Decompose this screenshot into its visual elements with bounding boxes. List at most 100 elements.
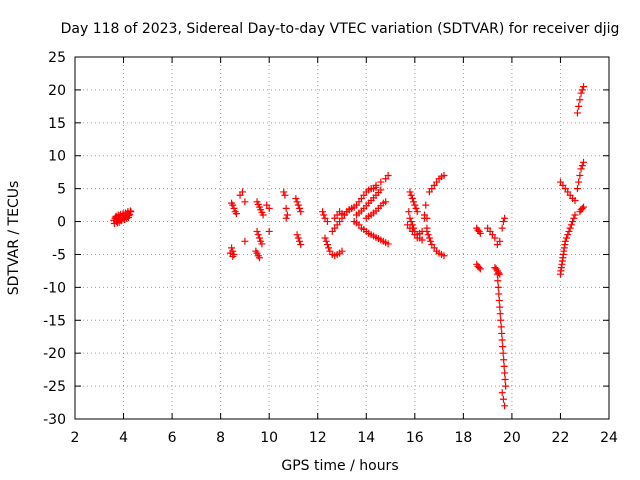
x-axis-label: GPS time / hours: [281, 458, 398, 474]
data-point: [424, 231, 432, 239]
data-point: [561, 237, 569, 245]
data-point: [476, 265, 484, 273]
data-point: [497, 316, 505, 324]
data-point: [238, 188, 246, 196]
data-point: [425, 234, 433, 242]
data-point: [564, 231, 572, 239]
x-tick-label: 10: [260, 430, 278, 446]
data-point: [418, 236, 426, 244]
data-point: [499, 349, 507, 357]
x-tick-label: 20: [503, 430, 521, 446]
data-point: [323, 218, 331, 226]
data-point: [577, 89, 585, 97]
x-tick-label: 18: [454, 430, 472, 446]
data-point: [576, 96, 584, 104]
data-point: [126, 207, 134, 215]
data-point: [255, 254, 263, 262]
data-point: [338, 247, 346, 255]
data-point: [412, 204, 420, 212]
data-point: [476, 229, 484, 237]
data-point: [319, 208, 327, 216]
x-axis-ticks: 2 4 6 8 10 12 14 16 18 20 22 24: [71, 57, 618, 446]
data-point: [229, 252, 237, 260]
data-point: [297, 241, 305, 249]
data-point: [320, 211, 328, 219]
data-point: [413, 234, 421, 242]
data-point: [293, 231, 301, 239]
data-point: [569, 218, 577, 226]
data-point: [500, 356, 508, 364]
data-point: [321, 234, 329, 242]
data-point: [493, 270, 501, 278]
x-tick-label: 16: [406, 430, 424, 446]
data-point: [497, 323, 505, 331]
data-point: [281, 191, 289, 199]
data-point: [113, 219, 121, 227]
data-point: [500, 362, 508, 370]
data-point: [475, 264, 483, 272]
data-point: [292, 195, 300, 203]
data-point: [377, 186, 385, 194]
data-point: [580, 158, 588, 166]
data-point: [405, 208, 413, 216]
data-point: [254, 231, 262, 239]
data-point: [265, 227, 273, 235]
y-tick-label: -30: [43, 412, 66, 428]
data-point: [410, 198, 418, 206]
data-point: [580, 203, 588, 211]
data-point: [440, 252, 448, 260]
data-point: [501, 376, 509, 384]
data-point: [294, 201, 302, 209]
data-point: [565, 227, 573, 235]
data-point: [294, 234, 302, 242]
data-point: [495, 269, 503, 277]
data-point: [499, 218, 507, 226]
data-point: [377, 178, 385, 186]
y-tick-label: 10: [48, 149, 66, 165]
data-point: [573, 109, 581, 117]
x-tick-label: 2: [71, 430, 80, 446]
plot-frame: [74, 56, 610, 420]
data-point: [501, 214, 509, 222]
x-tick-label: 8: [216, 430, 225, 446]
data-point: [282, 214, 290, 222]
data-point: [384, 240, 392, 248]
data-point: [423, 214, 431, 222]
data-point: [232, 210, 240, 218]
data-point: [229, 201, 237, 209]
y-tick-label: -20: [43, 346, 66, 362]
data-point: [282, 204, 290, 212]
data-point: [293, 198, 301, 206]
y-tick-label: 25: [48, 50, 66, 66]
data-point: [501, 369, 509, 377]
data-point: [496, 303, 504, 311]
data-point: [372, 181, 380, 189]
x-tick-label: 4: [119, 430, 128, 446]
y-tick-label: -10: [43, 280, 66, 296]
y-axis-ticks: 25 20 15 10 5 0 -5 -10 -15 -20 -25 -30: [43, 50, 609, 428]
data-point: [422, 201, 430, 209]
data-point: [413, 208, 421, 216]
data-point: [296, 237, 304, 245]
data-point: [498, 224, 506, 232]
data-point: [575, 178, 583, 186]
data-point: [280, 188, 288, 196]
y-tick-label: -5: [52, 247, 66, 263]
data-point: [496, 310, 504, 318]
data-point: [265, 204, 273, 212]
data-point: [580, 83, 588, 91]
data-point: [571, 211, 579, 219]
y-tick-label: 0: [57, 215, 66, 231]
data-point: [406, 188, 414, 196]
data-point: [258, 240, 266, 248]
data-point: [259, 211, 267, 219]
data-point: [283, 211, 291, 219]
data-point: [296, 204, 304, 212]
x-tick-label: 12: [309, 430, 327, 446]
data-point: [241, 237, 249, 245]
x-tick-label: 22: [552, 430, 570, 446]
data-point: [494, 283, 502, 291]
y-tick-label: 20: [48, 83, 66, 99]
data-point: [228, 244, 236, 252]
